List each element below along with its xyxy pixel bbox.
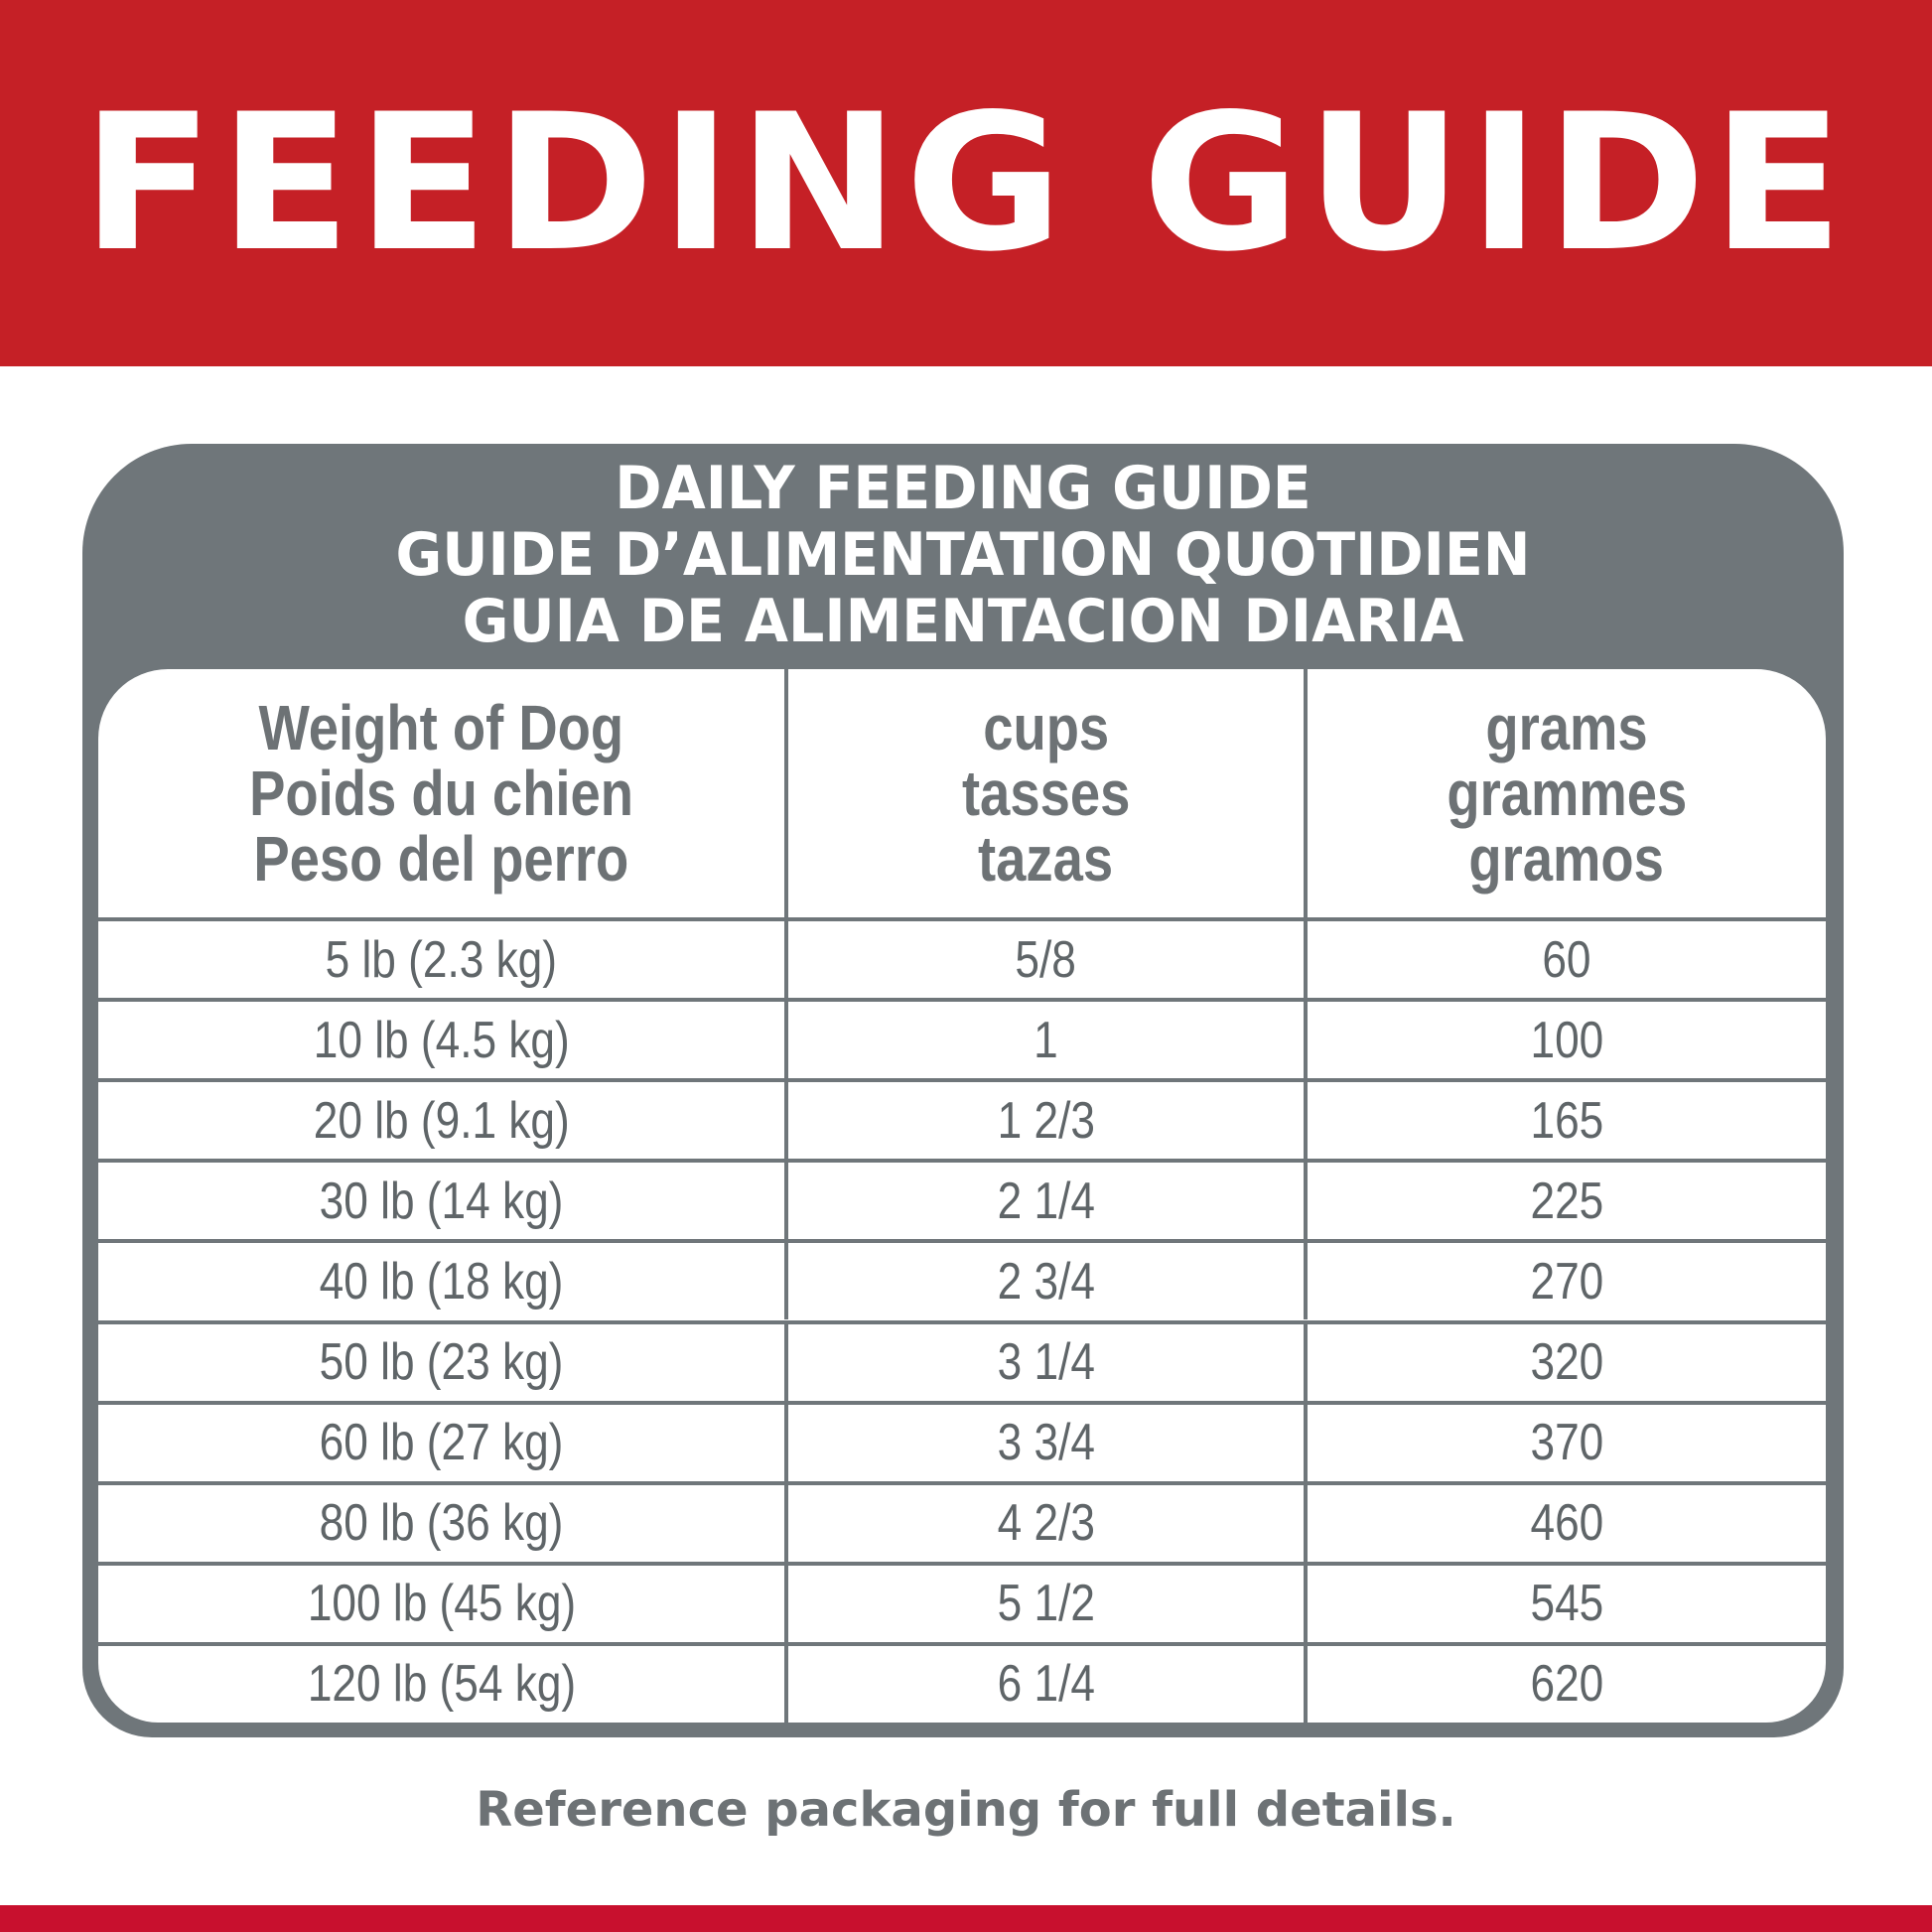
grams-cell: 370 — [1308, 1405, 1826, 1481]
weight-cell-text: 40 lb (18 kg) — [319, 1252, 564, 1311]
column-header-weight: Weight of Dog Poids du chien Peso del pe… — [98, 669, 788, 917]
header-line: Poids du chien — [249, 758, 633, 829]
grams-cell: 320 — [1308, 1324, 1826, 1401]
grams-cell-text: 225 — [1530, 1172, 1603, 1230]
panel-title-es: GUIA DE ALIMENTACION DIARIA — [462, 587, 1464, 656]
cups-cell-text: 1 2/3 — [997, 1091, 1095, 1150]
grams-cell: 100 — [1308, 1002, 1826, 1078]
cups-cell: 4 2/3 — [788, 1484, 1308, 1562]
table-row: 20 lb (9.1 kg) 1 2/3 165 — [98, 1078, 1826, 1160]
cups-cell-text: 3 3/4 — [997, 1414, 1095, 1472]
cups-cell-text: 3 1/4 — [997, 1333, 1095, 1392]
weight-cell: 100 lb (45 kg) — [98, 1565, 788, 1642]
grams-cell-text: 270 — [1530, 1252, 1603, 1311]
panel-title-en: DAILY FEEDING GUIDE — [615, 454, 1311, 523]
header-line: tazas — [978, 823, 1114, 895]
weight-cell-text: 10 lb (4.5 kg) — [313, 1011, 570, 1069]
cups-cell-text: 2 1/4 — [997, 1172, 1095, 1230]
feeding-table: Weight of Dog Poids du chien Peso del pe… — [98, 669, 1826, 1723]
panel-title: DAILY FEEDING GUIDE GUIDE D’ALIMENTATION… — [82, 456, 1844, 655]
cups-cell: 1 — [788, 1002, 1308, 1079]
header-line: grams — [1485, 692, 1648, 763]
grams-cell: 545 — [1308, 1566, 1826, 1642]
grams-cell-text: 460 — [1530, 1494, 1603, 1553]
grams-cell: 165 — [1308, 1082, 1826, 1159]
cups-cell-text: 4 2/3 — [997, 1494, 1095, 1553]
cups-cell: 6 1/4 — [788, 1645, 1308, 1723]
grams-cell-text: 60 — [1542, 930, 1591, 989]
header-line: cups — [983, 692, 1109, 763]
table-header: Weight of Dog Poids du chien Peso del pe… — [98, 669, 1826, 917]
cups-cell-text: 6 1/4 — [997, 1655, 1095, 1714]
grams-cell-text: 620 — [1530, 1655, 1603, 1714]
table-row: 120 lb (54 kg) 6 1/4 620 — [98, 1641, 1826, 1723]
panel-title-fr: GUIDE D’ALIMENTATION QUOTIDIEN — [395, 520, 1531, 590]
page-title: FEEDING GUIDE — [81, 72, 1851, 293]
cups-cell: 1 2/3 — [788, 1082, 1308, 1160]
grams-cell-text: 370 — [1530, 1414, 1603, 1472]
cups-cell: 5/8 — [788, 921, 1308, 999]
weight-cell-text: 100 lb (45 kg) — [307, 1575, 576, 1633]
weight-cell: 5 lb (2.3 kg) — [98, 921, 788, 999]
grams-cell: 270 — [1308, 1243, 1826, 1319]
cups-cell-text: 5/8 — [1015, 930, 1077, 989]
cups-cell: 5 1/2 — [788, 1565, 1308, 1642]
cups-cell: 2 1/4 — [788, 1163, 1308, 1240]
weight-cell-text: 30 lb (14 kg) — [319, 1172, 564, 1230]
header-line: gramos — [1468, 823, 1665, 895]
weight-cell-text: 5 lb (2.3 kg) — [325, 930, 558, 989]
cups-cell: 3 3/4 — [788, 1404, 1308, 1481]
header-banner: FEEDING GUIDE — [0, 0, 1932, 366]
bottom-bar — [0, 1905, 1932, 1932]
table-row: 40 lb (18 kg) 2 3/4 270 — [98, 1239, 1826, 1320]
cups-cell-text: 1 — [1034, 1011, 1058, 1069]
table-row: 50 lb (23 kg) 3 1/4 320 — [98, 1319, 1826, 1401]
weight-cell: 50 lb (23 kg) — [98, 1323, 788, 1401]
grams-cell-text: 545 — [1530, 1575, 1603, 1633]
header-line: grammes — [1447, 758, 1687, 829]
table-row: 80 lb (36 kg) 4 2/3 460 — [98, 1480, 1826, 1562]
feeding-guide-panel: DAILY FEEDING GUIDE GUIDE D’ALIMENTATION… — [82, 444, 1844, 1737]
grams-cell: 225 — [1308, 1163, 1826, 1239]
column-header-cups: cups tasses tazas — [788, 669, 1308, 917]
weight-cell: 20 lb (9.1 kg) — [98, 1082, 788, 1160]
weight-cell-text: 60 lb (27 kg) — [319, 1414, 564, 1472]
weight-cell-text: 20 lb (9.1 kg) — [313, 1091, 570, 1150]
footer-note: Reference packaging for full details. — [476, 1782, 1456, 1838]
header-line: tasses — [961, 758, 1131, 829]
grams-cell: 460 — [1308, 1485, 1826, 1562]
weight-cell: 120 lb (54 kg) — [98, 1645, 788, 1723]
weight-cell: 30 lb (14 kg) — [98, 1163, 788, 1240]
table-row: 100 lb (45 kg) 5 1/2 545 — [98, 1561, 1826, 1642]
table-row: 10 lb (4.5 kg) 1 100 — [98, 998, 1826, 1079]
cups-cell: 3 1/4 — [788, 1323, 1308, 1401]
weight-cell: 80 lb (36 kg) — [98, 1484, 788, 1562]
weight-cell-text: 50 lb (23 kg) — [319, 1333, 564, 1392]
weight-cell-text: 80 lb (36 kg) — [319, 1494, 564, 1553]
grams-cell-text: 165 — [1530, 1091, 1603, 1150]
grams-cell: 60 — [1308, 921, 1826, 998]
grams-cell-text: 100 — [1530, 1011, 1603, 1069]
header-line: Peso del perro — [253, 823, 629, 895]
table-row: 60 lb (27 kg) 3 3/4 370 — [98, 1400, 1826, 1481]
weight-cell: 40 lb (18 kg) — [98, 1243, 788, 1320]
weight-cell-text: 120 lb (54 kg) — [307, 1655, 576, 1714]
weight-cell: 10 lb (4.5 kg) — [98, 1002, 788, 1079]
column-header-grams: grams grammes gramos — [1308, 669, 1826, 917]
table-row: 30 lb (14 kg) 2 1/4 225 — [98, 1159, 1826, 1240]
cups-cell-text: 2 3/4 — [997, 1252, 1095, 1311]
grams-cell-text: 320 — [1530, 1333, 1603, 1392]
cups-cell-text: 5 1/2 — [997, 1575, 1095, 1633]
cups-cell: 2 3/4 — [788, 1243, 1308, 1320]
header-line: Weight of Dog — [258, 692, 624, 763]
table-row: 5 lb (2.3 kg) 5/8 60 — [98, 917, 1826, 999]
weight-cell: 60 lb (27 kg) — [98, 1404, 788, 1481]
grams-cell: 620 — [1308, 1646, 1826, 1723]
